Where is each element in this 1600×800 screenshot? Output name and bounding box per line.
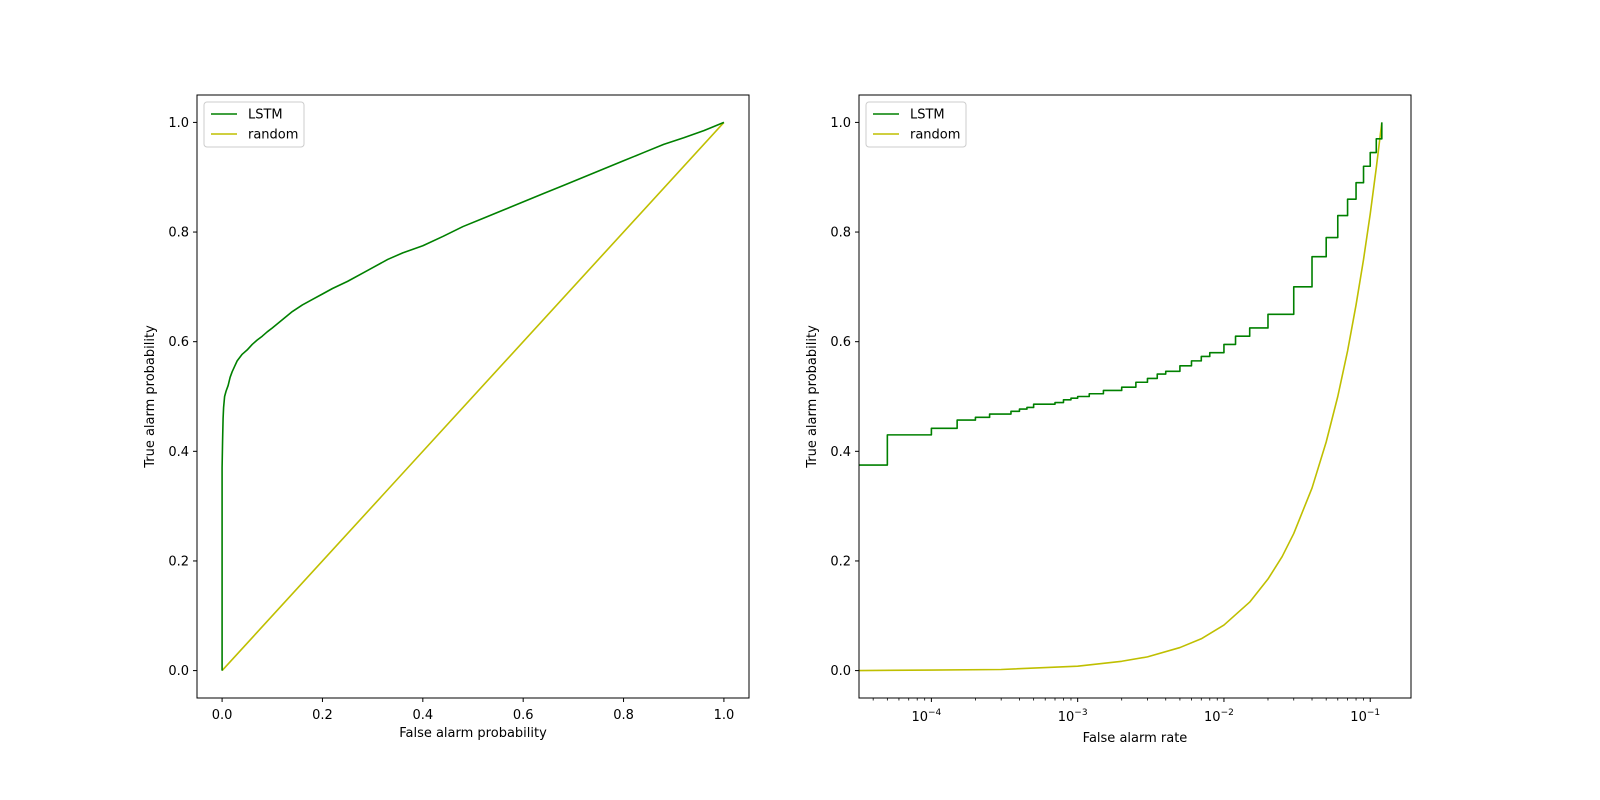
legend-label-random: random [248,128,298,143]
y-axis-ticks: 0.0 0.2 0.4 0.6 0.8 1.0 [830,116,859,679]
y-tick-label: 0.8 [830,226,851,241]
x-axis-ticks: 10−4 10−3 10−2 10−1 [872,698,1380,725]
x-tick-label: 0.8 [613,708,634,723]
axes-frame [196,94,750,699]
y-axis-label: True alarm probability [143,325,158,469]
series-line-random [859,122,1383,672]
x-tick-label: 0.6 [513,708,534,723]
y-axis-ticks: 0.0 0.2 0.4 0.6 0.8 1.0 [168,116,197,679]
y-tick-label: 1.0 [168,116,189,131]
x-axis-ticks: 0.0 0.2 0.4 0.6 0.8 1.0 [212,698,735,723]
y-tick-label: 0.0 [168,664,189,679]
y-axis-label: True alarm probability [805,325,820,469]
roc-linear-chart: 0.0 0.2 0.4 0.6 0.8 1.0 0.0 0.2 0.4 0.6 0.8 1.0 Fa… [143,94,750,741]
x-tick-label: 10−4 [911,708,941,725]
legend-label-lstm: LSTM [248,108,283,123]
y-tick-label: 0.2 [168,554,189,569]
x-tick-label: 0.0 [212,708,233,723]
x-tick-label: 0.4 [412,708,433,723]
y-tick-label: 0.4 [168,445,189,460]
series-line-lstm [221,121,725,671]
y-tick-label: 0.2 [830,554,851,569]
x-axis-label: False alarm probability [399,726,547,741]
axes-frame [858,94,1412,699]
legend-label-lstm: LSTM [910,108,945,123]
x-tick-label: 0.2 [312,708,333,723]
x-tick-label: 1.0 [714,708,735,723]
y-tick-label: 0.6 [830,335,851,350]
roc-log-chart: 10−4 10−3 10−2 10−1 0.0 0.2 0.4 0.6 0.8 1.0 Fals… [805,94,1412,746]
y-tick-label: 0.4 [830,445,851,460]
x-tick-label: 10−1 [1350,708,1380,725]
plot-area [221,121,725,672]
y-tick-label: 0.0 [830,664,851,679]
x-axis-label: False alarm rate [1083,731,1188,746]
x-tick-label: 10−2 [1204,708,1234,725]
y-tick-label: 0.8 [168,226,189,241]
y-tick-label: 0.6 [168,335,189,350]
series-line-lstm [859,122,1383,466]
series-line-random [221,121,725,672]
x-tick-label: 10−3 [1058,708,1088,725]
legend: LSTM random [865,101,967,148]
y-tick-label: 1.0 [830,116,851,131]
plot-area [859,122,1383,672]
legend: LSTM random [203,101,305,148]
legend-label-random: random [910,128,960,143]
